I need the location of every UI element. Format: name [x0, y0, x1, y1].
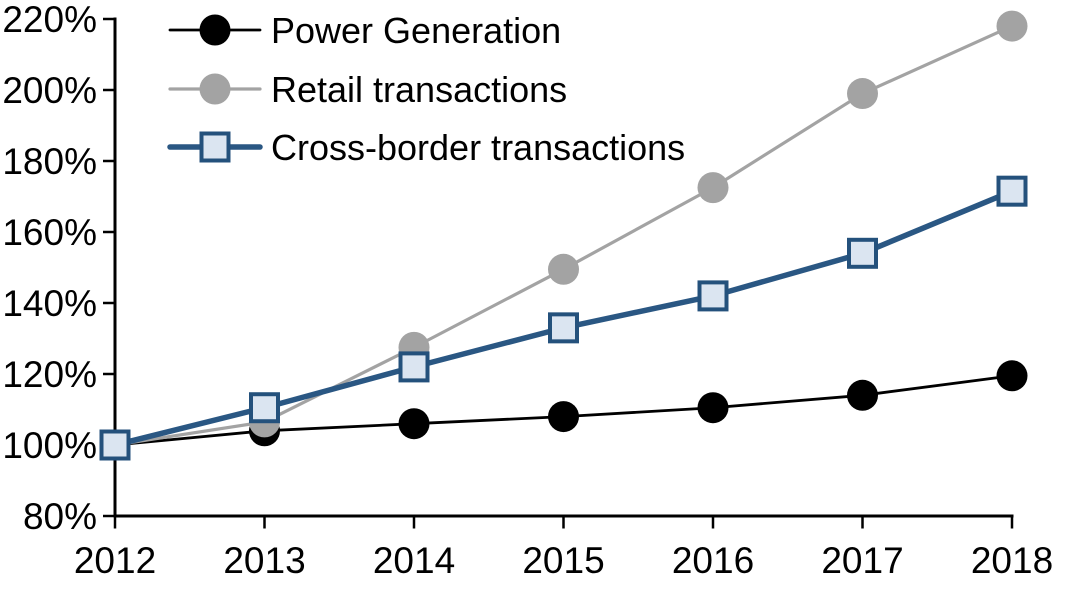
legend-label: Power Generation [271, 10, 561, 51]
data-point-circle [548, 253, 579, 285]
data-point-square [847, 237, 878, 269]
series-power-generation [99, 360, 1028, 461]
data-point-circle [996, 360, 1028, 392]
legend-item-power-generation: Power Generation [168, 10, 561, 51]
data-point-square [199, 131, 231, 163]
data-point-square [996, 175, 1028, 207]
data-point-circle [548, 401, 579, 433]
data-point-circle [398, 408, 430, 440]
x-axis-tick-label: 2015 [522, 540, 604, 581]
legend-label: Cross-border transactions [271, 127, 685, 168]
y-axis-tick-label: 120% [2, 354, 97, 395]
data-point-square [697, 280, 729, 312]
data-point-circle [199, 73, 231, 105]
data-point-circle [847, 379, 878, 411]
data-point-circle [199, 14, 231, 46]
y-axis-tick-label: 140% [2, 283, 97, 324]
data-point-square [548, 312, 579, 344]
legend-item-cross-border-transactions: Cross-border transactions [167, 127, 685, 168]
data-point-circle [697, 172, 729, 204]
x-axis-tick-label: 2018 [971, 540, 1053, 581]
data-point-circle [847, 78, 878, 110]
y-axis-tick-label: 220% [2, 0, 97, 40]
x-axis-tick-label: 2016 [672, 540, 754, 581]
legend: Power Generation Retail transactions Cross… [167, 10, 685, 168]
y-axis-tick-label: 200% [2, 70, 97, 111]
axes: 80% 100% 120% 140% 160% 180% 200% 220% 2012 2013 2… [2, 0, 1053, 581]
legend-label: Retail transactions [271, 69, 567, 110]
data-point-square [99, 429, 131, 461]
y-axis-tick-label: 180% [2, 141, 97, 182]
series-cross-border-transactions [99, 175, 1028, 461]
x-axis-tick-label: 2012 [74, 540, 156, 581]
x-axis-tick-label: 2014 [373, 540, 455, 581]
data-point-square [249, 392, 280, 424]
y-axis-tick-label: 160% [2, 212, 97, 253]
data-point-circle [996, 10, 1028, 42]
y-axis-tick-label: 80% [23, 496, 97, 537]
data-point-circle [697, 392, 729, 424]
x-axis-tick-label: 2017 [821, 540, 903, 581]
data-point-square [398, 351, 430, 383]
y-axis-tick-label: 100% [2, 425, 97, 466]
x-axis-tick-label: 2013 [223, 540, 305, 581]
legend-item-retail-transactions: Retail transactions [168, 69, 567, 110]
